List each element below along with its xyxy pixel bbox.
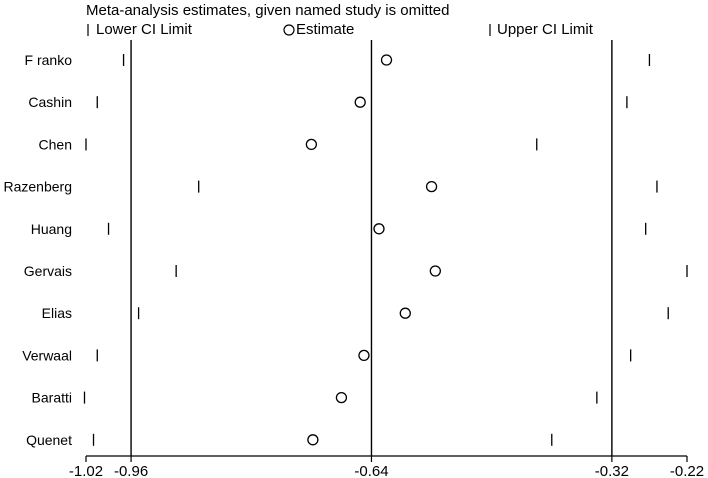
study-label: Verwaal (22, 347, 72, 363)
estimate-point (373, 223, 385, 235)
estimate-point (429, 265, 441, 277)
x-tick-label: -0.64 (354, 463, 388, 478)
estimate-point (399, 307, 411, 319)
study-label: Gervais (24, 263, 72, 279)
estimate-point (307, 434, 319, 446)
x-tick-label: -0.32 (595, 463, 629, 478)
study-label: Chen (39, 136, 72, 152)
study-label: Cashin (28, 94, 72, 110)
x-tick-label: -0.96 (114, 463, 148, 478)
x-tick-label: -0.22 (670, 463, 704, 478)
estimate-point (380, 54, 393, 66)
study-label: F ranko (25, 52, 73, 68)
study-label: Elias (42, 305, 72, 321)
estimate-point (305, 138, 318, 151)
estimate-point (354, 96, 366, 108)
estimate-point (358, 349, 370, 362)
x-tick-label: -1.02 (69, 463, 103, 478)
chart-title: Meta-analysis estimates, given named stu… (86, 2, 450, 19)
legend-upper-label: Upper CI Limit (497, 21, 594, 38)
estimate-point (335, 391, 348, 404)
study-label: Baratti (32, 390, 72, 406)
legend-estimate-marker (283, 24, 295, 36)
legend-estimate-label: Estimate (296, 21, 354, 38)
study-label: Quenet (26, 432, 72, 448)
study-label: Huang (31, 221, 72, 237)
study-label: Razenberg (4, 179, 73, 195)
legend-lower-label: Lower CI Limit (96, 21, 193, 38)
estimate-point (425, 180, 438, 193)
legend: Lower CI Limit Estimate Upper CI Limit (87, 21, 594, 38)
plot-area: -1.02 -0.96 -0.64 -0.32 -0.22 F ranko Cashin Ch… (4, 40, 704, 478)
